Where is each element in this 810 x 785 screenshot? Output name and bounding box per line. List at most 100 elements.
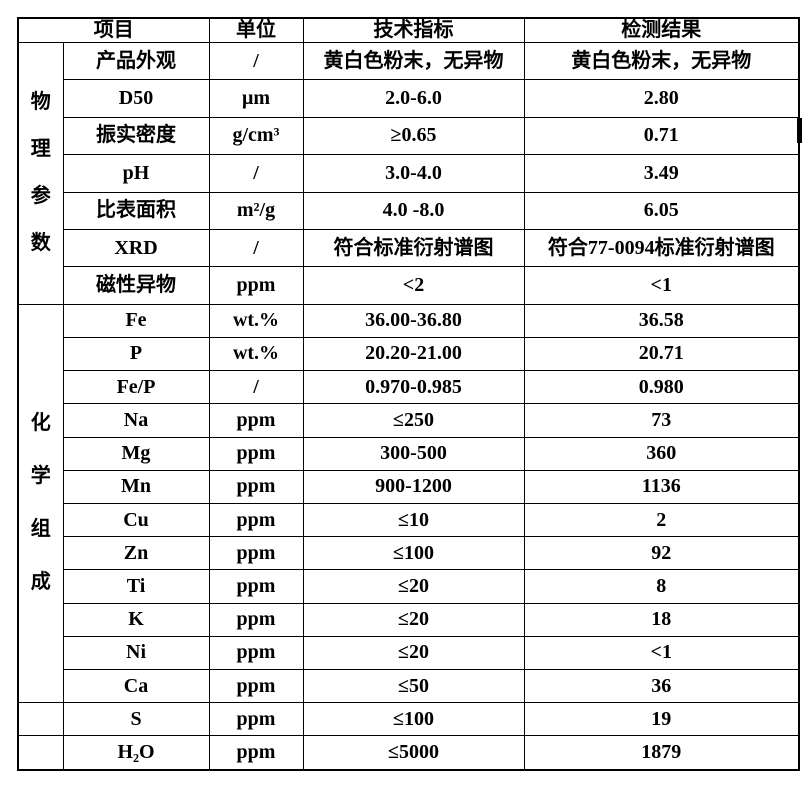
result-cell: 20.71	[523, 336, 800, 372]
item-cell: Na	[62, 403, 210, 438]
table-row: Zn ppm ≤100 92	[18, 536, 800, 571]
group-label-cell: 物理参数	[17, 42, 64, 305]
spec-cell: 36.00-36.80	[302, 303, 525, 338]
table-row: Mn ppm 900-1200 1136	[18, 469, 800, 504]
table-row: H₂O ppm ≤5000 1879	[17, 735, 800, 771]
group-label-cell: 化学组成	[17, 303, 64, 704]
result-cell: 1136	[523, 469, 800, 504]
item-cell: D50	[62, 79, 210, 118]
table-row: XRD / 符合标准衍射谱图 符合77-0094标准衍射谱图	[18, 228, 800, 268]
spec-cell: ≤10	[302, 502, 525, 538]
group-empty-cell	[17, 735, 64, 771]
spec-cell: ≤250	[302, 403, 525, 438]
table-body: 物理参数 产品外观 / 黄白色粉末，无异物 黄白色粉末，无异物 D50 μm 2.0-6.0 2…	[17, 41, 800, 771]
spec-cell: <2	[302, 266, 525, 305]
spec-table: 项目 单位 技术指标 检测结果 物理参数 产品外观 / 黄白色粉末，无异物 黄白色粉末，…	[17, 17, 800, 771]
table-row: Ca ppm ≤50 36	[18, 669, 800, 704]
result-cell: 0.980	[523, 370, 800, 405]
unit-cell: /	[208, 154, 304, 193]
change-bar-mark	[797, 118, 802, 143]
item-cell: 产品外观	[62, 41, 210, 81]
table-row: 化学组成 Fe wt.% 36.00-36.80 36.58	[17, 303, 800, 704]
table-row: D50 μm 2.0-6.0 2.80	[18, 79, 800, 118]
result-cell: 0.71	[523, 116, 800, 156]
table-row: Fe/P/0.970-0.985 0.980	[18, 370, 800, 405]
unit-cell: ppm	[208, 502, 304, 538]
result-cell: 73	[523, 403, 800, 438]
item-cell: Mg	[62, 436, 210, 471]
header-unit: 单位	[208, 17, 304, 43]
group-label-text: 物理参数	[30, 91, 51, 255]
result-cell: 符合77-0094标准衍射谱图	[523, 228, 800, 268]
item-cell: 比表面积	[62, 191, 210, 230]
spec-cell: 符合标准衍射谱图	[302, 228, 525, 268]
result-cell: 1879	[523, 735, 800, 771]
spec-cell: 300-500	[302, 436, 525, 471]
unit-cell: ppm	[208, 669, 304, 704]
result-cell: 36.58	[523, 303, 800, 338]
result-cell: <1	[523, 635, 800, 671]
result-cell: 8	[523, 569, 800, 604]
table-row: Ni ppm ≤20 <1	[18, 635, 800, 671]
spec-cell: 0.970-0.985	[302, 370, 525, 405]
spec-cell: ≤20	[302, 635, 525, 671]
header-spec: 技术指标	[302, 17, 525, 43]
table-row: 比表面积 m²/g 4.0 -8.0 6.05	[18, 191, 800, 230]
table-row: Mg ppm 300-500 360	[18, 436, 800, 471]
unit-cell: ppm	[208, 635, 304, 671]
spec-cell: ≤20	[302, 569, 525, 604]
result-cell: 黄白色粉末，无异物	[523, 41, 800, 81]
spec-cell: ≤50	[302, 669, 525, 704]
spec-cell: ≤100	[302, 536, 525, 571]
header-result: 检测结果	[523, 17, 800, 43]
result-cell: 18	[523, 602, 800, 637]
header-row: 项目 单位 技术指标 检测结果	[17, 17, 800, 43]
item-cell: Cu	[62, 502, 210, 538]
table-row: Na ppm ≤250 73	[18, 403, 800, 438]
spec-cell: 4.0 -8.0	[302, 191, 525, 230]
unit-cell: ppm	[208, 602, 304, 637]
item-cell: Zn	[62, 536, 210, 571]
unit-cell: /	[208, 228, 304, 268]
spec-cell: ≤5000	[302, 735, 525, 771]
item-cell: XRD	[62, 228, 210, 268]
spec-cell: ≤20	[302, 602, 525, 637]
spec-cell: 2.0-6.0	[302, 79, 525, 118]
unit-cell: wt.%	[208, 336, 304, 372]
unit-cell: /	[208, 41, 304, 81]
unit-cell: ppm	[208, 403, 304, 438]
table-row: 振实密度 g/cm³ ≥0.65 0.71	[18, 116, 800, 156]
unit-cell: μm	[208, 79, 304, 118]
unit-cell: ppm	[208, 266, 304, 305]
result-cell: 360	[523, 436, 800, 471]
item-cell: P	[62, 336, 210, 372]
unit-cell: ppm	[208, 536, 304, 571]
result-cell: 3.49	[523, 154, 800, 193]
item-cell: Fe	[62, 303, 210, 338]
unit-cell: m²/g	[208, 191, 304, 230]
table-row: 磁性异物 ppm <2 <1	[18, 266, 800, 305]
result-cell: 19	[523, 702, 800, 737]
item-cell: Ni	[62, 635, 210, 671]
result-cell: 2.80	[523, 79, 800, 118]
unit-cell: ppm	[208, 436, 304, 471]
unit-cell: wt.%	[208, 303, 304, 338]
table-row: Cu ppm ≤10 2	[18, 502, 800, 538]
spec-cell: 20.20-21.00	[302, 336, 525, 372]
result-cell: 92	[523, 536, 800, 571]
table-row: Ti ppm ≤20 8	[18, 569, 800, 604]
unit-cell: /	[208, 370, 304, 405]
spec-cell: 黄白色粉末，无异物	[302, 41, 525, 81]
item-cell: 磁性异物	[62, 266, 210, 305]
result-cell: 6.05	[523, 191, 800, 230]
table-row: 物理参数 产品外观 / 黄白色粉末，无异物 黄白色粉末，无异物	[17, 41, 800, 305]
spec-cell: 3.0-4.0	[302, 154, 525, 193]
spec-cell: 900-1200	[302, 469, 525, 504]
unit-cell: ppm	[208, 469, 304, 504]
result-cell: 2	[523, 502, 800, 538]
group-label-text: 化学组成	[30, 412, 51, 594]
